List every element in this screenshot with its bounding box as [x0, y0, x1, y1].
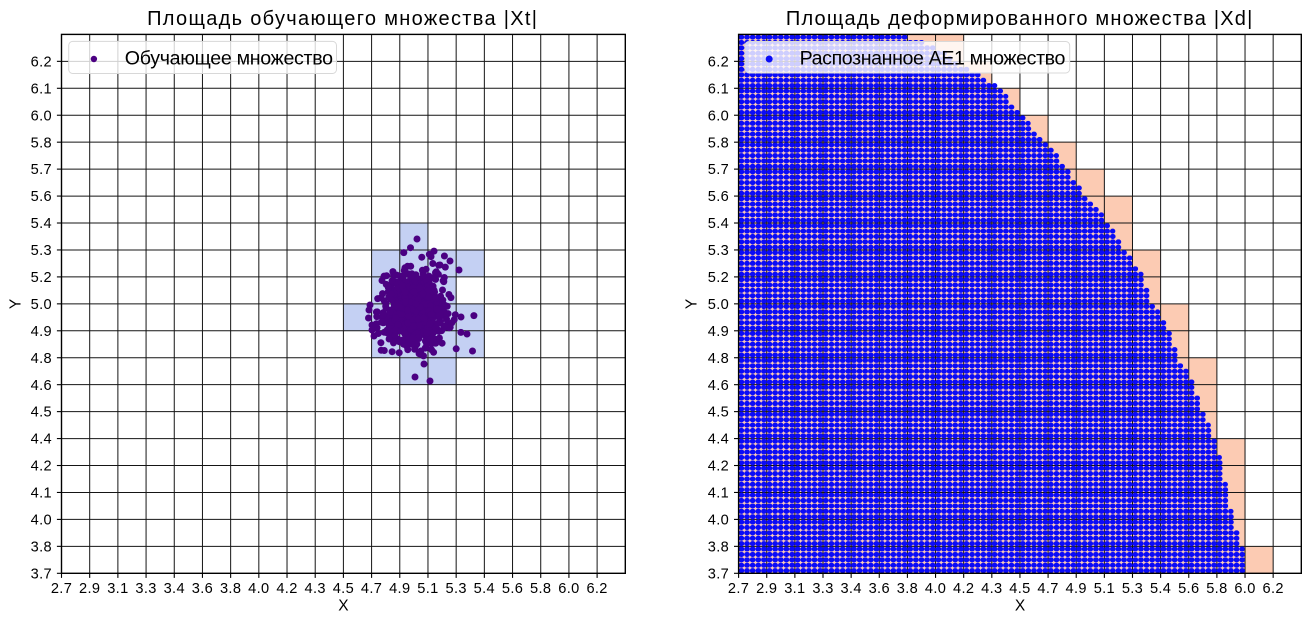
svg-text:Y: Y [8, 299, 25, 309]
svg-text:3.7: 3.7 [31, 566, 52, 582]
svg-text:6.2: 6.2 [708, 54, 729, 70]
svg-text:4.2: 4.2 [953, 581, 974, 597]
svg-text:Y: Y [684, 299, 701, 309]
svg-text:4.5: 4.5 [333, 581, 354, 597]
svg-text:6.0: 6.0 [558, 581, 579, 597]
svg-text:5.0: 5.0 [708, 297, 729, 313]
svg-text:5.6: 5.6 [1178, 581, 1199, 597]
svg-text:4.2: 4.2 [31, 459, 52, 475]
svg-text:4.7: 4.7 [361, 581, 382, 597]
svg-text:3.4: 3.4 [164, 581, 185, 597]
svg-text:6.0: 6.0 [1234, 581, 1255, 597]
svg-text:5.4: 5.4 [708, 216, 729, 232]
svg-text:2.7: 2.7 [728, 581, 749, 597]
svg-text:4.6: 4.6 [708, 378, 729, 394]
svg-text:5.0: 5.0 [31, 297, 52, 313]
svg-text:3.8: 3.8 [31, 539, 52, 555]
svg-text:5.4: 5.4 [31, 216, 52, 232]
svg-text:5.7: 5.7 [31, 162, 52, 178]
svg-text:4.4: 4.4 [31, 432, 52, 448]
svg-text:2.9: 2.9 [756, 581, 777, 597]
svg-text:Распознанное АЕ1 множество: Распознанное АЕ1 множество [800, 47, 1066, 69]
svg-text:4.6: 4.6 [31, 378, 52, 394]
svg-text:Площадь деформированного множе: Площадь деформированного множества |Xd| [786, 8, 1254, 30]
svg-text:Площадь обучающего множества |: Площадь обучающего множества |Xt| [147, 8, 538, 30]
svg-text:4.3: 4.3 [305, 581, 326, 597]
svg-text:4.1: 4.1 [708, 486, 729, 502]
svg-text:4.8: 4.8 [708, 351, 729, 367]
svg-text:6.0: 6.0 [708, 108, 729, 124]
svg-text:4.2: 4.2 [276, 581, 297, 597]
svg-text:5.3: 5.3 [708, 243, 729, 259]
svg-text:4.5: 4.5 [1009, 581, 1030, 597]
svg-text:6.2: 6.2 [31, 54, 52, 70]
svg-text:5.3: 5.3 [1122, 581, 1143, 597]
svg-text:6.2: 6.2 [1262, 581, 1283, 597]
svg-text:5.8: 5.8 [708, 135, 729, 151]
svg-text:6.2: 6.2 [586, 581, 607, 597]
svg-text:5.6: 5.6 [502, 581, 523, 597]
svg-text:5.8: 5.8 [1206, 581, 1227, 597]
svg-text:Обучающее множество: Обучающее множество [125, 47, 333, 69]
svg-text:4.9: 4.9 [389, 581, 410, 597]
svg-text:4.0: 4.0 [925, 581, 946, 597]
svg-text:4.4: 4.4 [708, 432, 729, 448]
svg-text:3.1: 3.1 [784, 581, 805, 597]
svg-text:5.6: 5.6 [31, 189, 52, 205]
svg-text:5.1: 5.1 [417, 581, 438, 597]
svg-text:5.2: 5.2 [31, 270, 52, 286]
svg-text:3.1: 3.1 [107, 581, 128, 597]
svg-text:5.2: 5.2 [708, 270, 729, 286]
svg-text:4.9: 4.9 [708, 324, 729, 340]
svg-text:5.6: 5.6 [708, 189, 729, 205]
svg-text:4.7: 4.7 [1037, 581, 1058, 597]
svg-text:6.1: 6.1 [31, 81, 52, 97]
svg-text:2.9: 2.9 [79, 581, 100, 597]
svg-text:3.4: 3.4 [840, 581, 861, 597]
svg-text:3.6: 3.6 [192, 581, 213, 597]
svg-text:4.0: 4.0 [708, 513, 729, 529]
svg-text:4.0: 4.0 [31, 513, 52, 529]
svg-text:3.6: 3.6 [869, 581, 890, 597]
svg-text:5.1: 5.1 [1094, 581, 1115, 597]
svg-text:5.4: 5.4 [1150, 581, 1171, 597]
svg-text:5.3: 5.3 [445, 581, 466, 597]
svg-text:5.8: 5.8 [31, 135, 52, 151]
svg-text:2.7: 2.7 [51, 581, 72, 597]
svg-text:4.5: 4.5 [708, 405, 729, 421]
svg-text:4.2: 4.2 [708, 459, 729, 475]
svg-text:4.1: 4.1 [31, 486, 52, 502]
svg-text:3.3: 3.3 [135, 581, 156, 597]
svg-text:6.1: 6.1 [708, 81, 729, 97]
svg-text:5.3: 5.3 [31, 243, 52, 259]
svg-text:3.8: 3.8 [708, 539, 729, 555]
svg-text:4.0: 4.0 [248, 581, 269, 597]
svg-text:3.7: 3.7 [708, 566, 729, 582]
svg-text:5.4: 5.4 [474, 581, 495, 597]
svg-text:5.7: 5.7 [708, 162, 729, 178]
svg-text:3.8: 3.8 [897, 581, 918, 597]
svg-text:6.0: 6.0 [31, 108, 52, 124]
svg-text:4.9: 4.9 [31, 324, 52, 340]
svg-text:4.8: 4.8 [31, 351, 52, 367]
svg-text:4.3: 4.3 [981, 581, 1002, 597]
svg-text:X: X [1015, 598, 1026, 615]
svg-text:3.3: 3.3 [812, 581, 833, 597]
svg-text:5.8: 5.8 [530, 581, 551, 597]
svg-text:3.8: 3.8 [220, 581, 241, 597]
svg-text:X: X [338, 598, 349, 615]
svg-text:4.9: 4.9 [1066, 581, 1087, 597]
svg-text:4.5: 4.5 [31, 405, 52, 421]
